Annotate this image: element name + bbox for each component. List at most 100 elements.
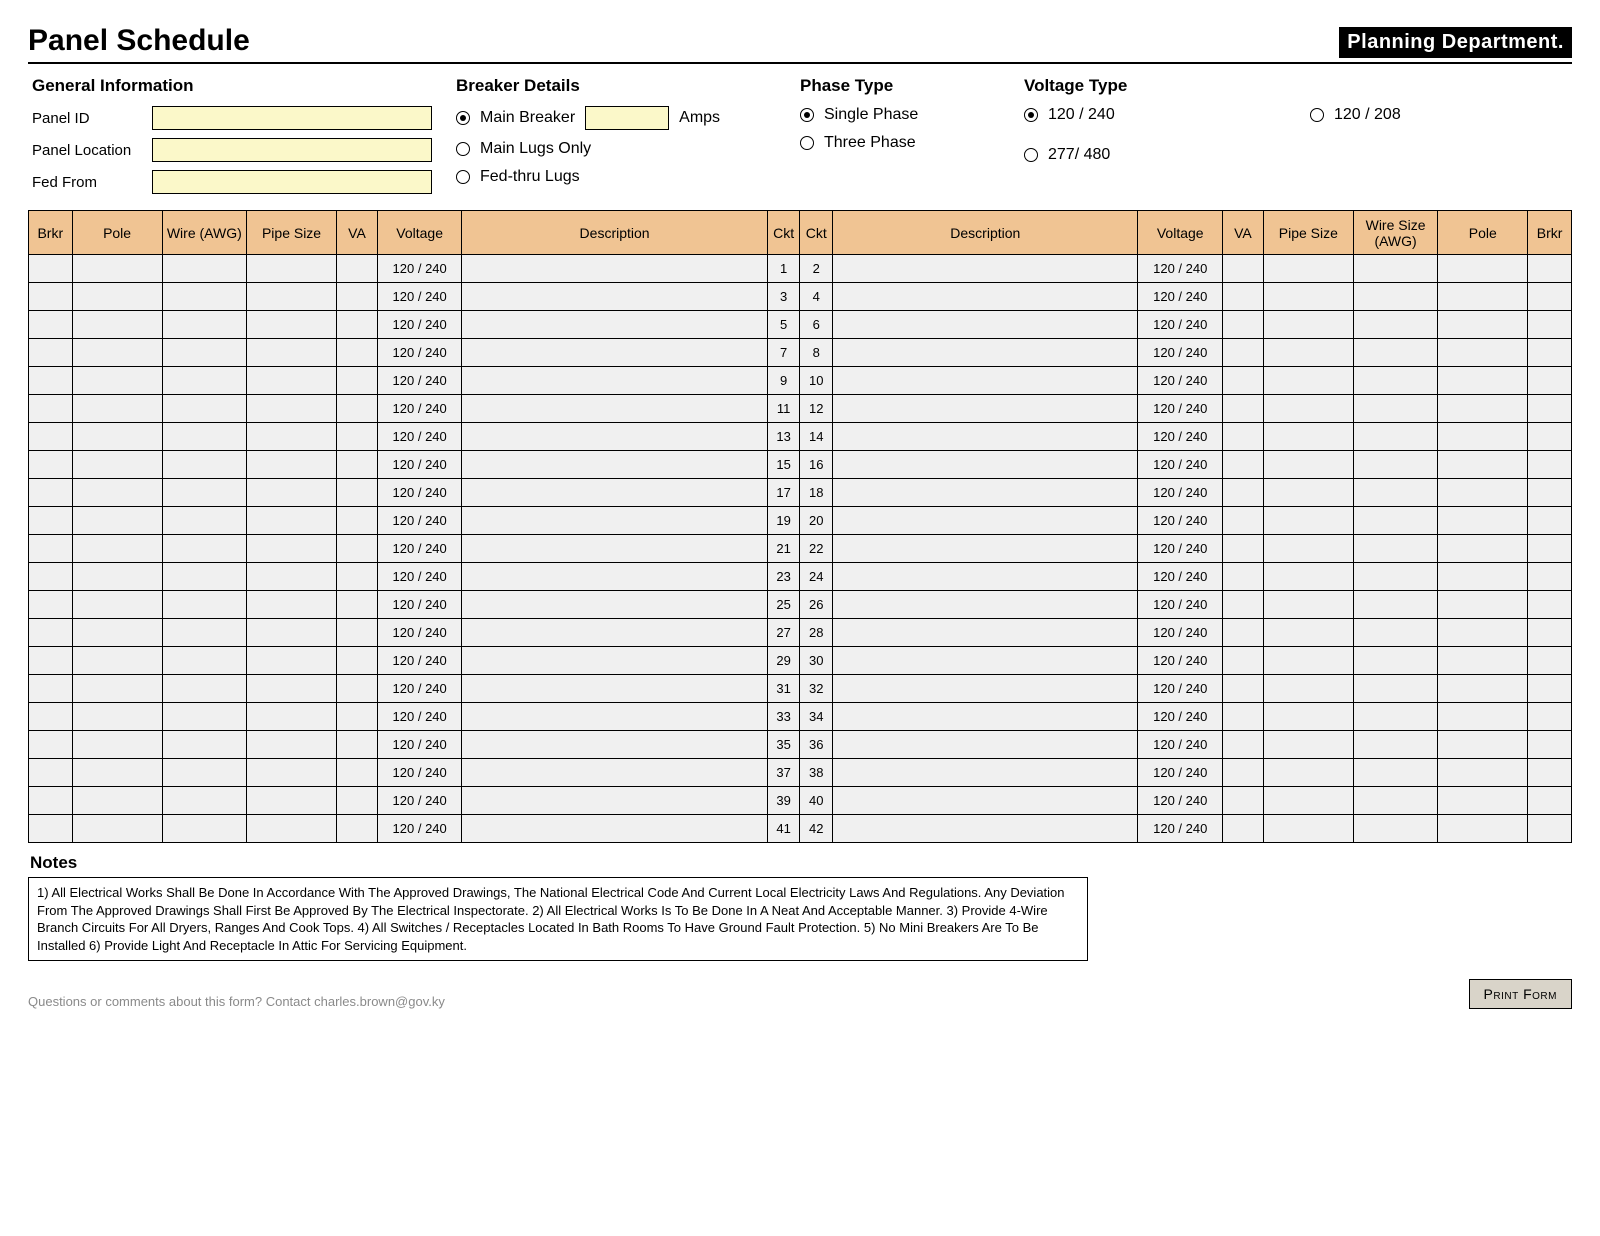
cell-pipe[interactable] (1263, 255, 1353, 283)
cell-brkr[interactable] (29, 451, 73, 479)
cell-pole[interactable] (72, 563, 162, 591)
cell-description[interactable] (833, 759, 1138, 787)
cell-description[interactable] (462, 339, 767, 367)
cell-va[interactable] (337, 395, 378, 423)
cell-description[interactable] (833, 703, 1138, 731)
cell-va[interactable] (337, 731, 378, 759)
cell-pipe[interactable] (247, 535, 337, 563)
cell-brkr[interactable] (29, 647, 73, 675)
cell-brkr[interactable] (1528, 731, 1572, 759)
cell-pipe[interactable] (247, 591, 337, 619)
cell-brkr[interactable] (1528, 367, 1572, 395)
cell-pipe[interactable] (247, 311, 337, 339)
cell-pipe[interactable] (1263, 815, 1353, 843)
cell-pipe[interactable] (1263, 451, 1353, 479)
cell-brkr[interactable] (29, 787, 73, 815)
cell-pole[interactable] (1438, 619, 1528, 647)
cell-pipe[interactable] (1263, 759, 1353, 787)
cell-wire[interactable] (162, 423, 247, 451)
cell-pole[interactable] (1438, 507, 1528, 535)
radio-single-phase[interactable] (800, 108, 814, 122)
cell-pole[interactable] (72, 255, 162, 283)
cell-description[interactable] (462, 367, 767, 395)
cell-va[interactable] (1222, 479, 1263, 507)
cell-pole[interactable] (72, 451, 162, 479)
cell-wire[interactable] (162, 703, 247, 731)
cell-brkr[interactable] (1528, 619, 1572, 647)
cell-wire[interactable] (1353, 479, 1438, 507)
cell-brkr[interactable] (29, 507, 73, 535)
cell-pole[interactable] (72, 675, 162, 703)
cell-wire[interactable] (162, 479, 247, 507)
cell-pipe[interactable] (247, 479, 337, 507)
cell-pipe[interactable] (1263, 311, 1353, 339)
cell-description[interactable] (833, 339, 1138, 367)
cell-brkr[interactable] (29, 563, 73, 591)
cell-brkr[interactable] (29, 395, 73, 423)
cell-pole[interactable] (72, 311, 162, 339)
cell-pipe[interactable] (1263, 423, 1353, 451)
cell-va[interactable] (1222, 759, 1263, 787)
cell-description[interactable] (833, 675, 1138, 703)
cell-description[interactable] (462, 283, 767, 311)
radio-fed-thru[interactable] (456, 170, 470, 184)
cell-pole[interactable] (72, 759, 162, 787)
cell-brkr[interactable] (1528, 255, 1572, 283)
cell-description[interactable] (462, 787, 767, 815)
cell-va[interactable] (1222, 787, 1263, 815)
cell-wire[interactable] (162, 507, 247, 535)
cell-pipe[interactable] (1263, 479, 1353, 507)
cell-wire[interactable] (1353, 647, 1438, 675)
cell-pipe[interactable] (1263, 619, 1353, 647)
cell-wire[interactable] (1353, 255, 1438, 283)
cell-pole[interactable] (1438, 339, 1528, 367)
cell-pipe[interactable] (1263, 395, 1353, 423)
print-form-button[interactable]: Print Form (1469, 979, 1572, 1009)
cell-pipe[interactable] (247, 675, 337, 703)
cell-description[interactable] (833, 479, 1138, 507)
cell-pole[interactable] (72, 619, 162, 647)
cell-va[interactable] (1222, 703, 1263, 731)
cell-va[interactable] (337, 367, 378, 395)
cell-wire[interactable] (162, 647, 247, 675)
cell-wire[interactable] (1353, 619, 1438, 647)
cell-brkr[interactable] (29, 619, 73, 647)
cell-brkr[interactable] (1528, 759, 1572, 787)
cell-wire[interactable] (162, 815, 247, 843)
cell-va[interactable] (337, 675, 378, 703)
cell-description[interactable] (833, 311, 1138, 339)
cell-pipe[interactable] (247, 255, 337, 283)
cell-brkr[interactable] (29, 703, 73, 731)
cell-va[interactable] (1222, 535, 1263, 563)
cell-pipe[interactable] (1263, 591, 1353, 619)
cell-pole[interactable] (72, 367, 162, 395)
cell-pole[interactable] (1438, 311, 1528, 339)
cell-va[interactable] (1222, 283, 1263, 311)
cell-description[interactable] (462, 563, 767, 591)
cell-brkr[interactable] (1528, 339, 1572, 367)
cell-pole[interactable] (1438, 367, 1528, 395)
cell-wire[interactable] (162, 311, 247, 339)
cell-brkr[interactable] (1528, 395, 1572, 423)
cell-pole[interactable] (1438, 255, 1528, 283)
cell-pole[interactable] (72, 535, 162, 563)
cell-wire[interactable] (162, 563, 247, 591)
radio-277-480[interactable] (1024, 148, 1038, 162)
cell-pole[interactable] (1438, 815, 1528, 843)
cell-wire[interactable] (1353, 367, 1438, 395)
cell-va[interactable] (1222, 591, 1263, 619)
cell-pipe[interactable] (1263, 535, 1353, 563)
cell-description[interactable] (833, 535, 1138, 563)
cell-va[interactable] (337, 591, 378, 619)
cell-brkr[interactable] (1528, 675, 1572, 703)
cell-description[interactable] (462, 675, 767, 703)
cell-pipe[interactable] (1263, 675, 1353, 703)
cell-brkr[interactable] (1528, 311, 1572, 339)
cell-va[interactable] (1222, 815, 1263, 843)
cell-pipe[interactable] (247, 703, 337, 731)
cell-wire[interactable] (162, 535, 247, 563)
cell-wire[interactable] (162, 451, 247, 479)
cell-wire[interactable] (1353, 563, 1438, 591)
panel-id-input[interactable] (152, 106, 432, 130)
cell-wire[interactable] (162, 367, 247, 395)
